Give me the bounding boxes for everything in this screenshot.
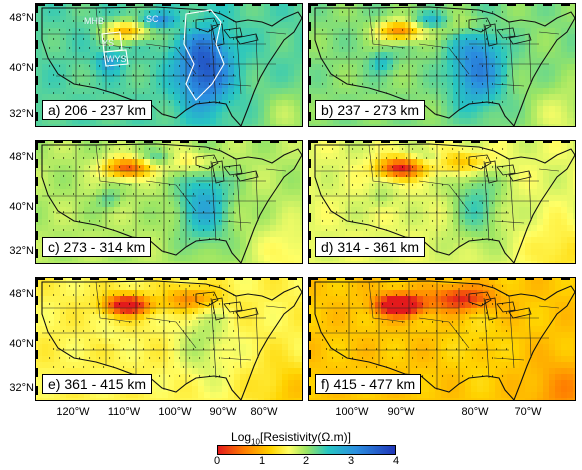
map-a-field: [36, 4, 302, 126]
map-a-province-outlines: [101, 9, 225, 101]
map-panel-c: c) 273 - 314 km: [35, 140, 303, 264]
map-d-stations: [321, 148, 508, 240]
colorbar-tick-3: 3: [347, 455, 355, 467]
lon-label-120w-left: 120°W: [56, 406, 90, 418]
panel-label-f: f) 415 - 477 km: [315, 374, 422, 394]
map-b-state-borders: [315, 7, 560, 116]
map-a-great-lakes: [195, 17, 259, 47]
map-c-state-borders: [42, 144, 287, 253]
map-panel-d: d) 314 - 361 km: [308, 140, 576, 264]
map-c-svg: [36, 141, 302, 263]
colorbar-title-subscript: 10: [251, 437, 260, 447]
lat-label-32-row2: 32°N: [9, 245, 34, 257]
colorbar-tick-0: 0: [213, 455, 221, 467]
panel-label-a: a) 206 - 237 km: [42, 100, 153, 120]
map-d-state-borders: [315, 144, 560, 253]
map-c-frame-ticks: [36, 141, 297, 258]
map-e-frame-ticks: [36, 278, 297, 395]
lat-label-40-row1: 40°N: [9, 62, 34, 74]
lat-label-32-row1: 32°N: [9, 108, 34, 120]
map-f-stations: [321, 285, 508, 377]
panel-label-d: d) 314 - 361 km: [315, 237, 426, 257]
map-f-frame-ticks: [309, 278, 570, 395]
map-e-coastline: [41, 280, 302, 400]
colorbar-tick-2: 2: [302, 455, 310, 467]
map-d-frame-ticks: [309, 141, 570, 258]
lon-label-100w-right: 100°W: [335, 406, 369, 418]
province-label-ys: YS: [102, 38, 115, 48]
map-a-state-borders: [42, 7, 287, 116]
map-e-state-borders: [42, 281, 287, 390]
colorbar-tick-4: 4: [392, 455, 400, 467]
province-label-wys: WYS: [106, 54, 127, 64]
colorbar: [217, 445, 396, 455]
lon-label-90w-right: 90°W: [387, 406, 415, 418]
map-c-great-lakes: [195, 154, 259, 184]
map-f-coastline: [314, 280, 575, 400]
map-e-great-lakes: [195, 291, 259, 321]
colorbar-title-prefix: Log: [231, 430, 252, 444]
lat-label-48-row3: 48°N: [9, 288, 34, 300]
map-panel-f: f) 415 - 477 km: [308, 277, 576, 401]
map-panel-e: e) 361 - 415 km: [35, 277, 303, 401]
panel-label-e: e) 361 - 415 km: [42, 374, 153, 394]
lat-label-48-row2: 48°N: [9, 151, 34, 163]
map-d-svg: [309, 141, 575, 263]
map-a-frame-ticks: [36, 4, 297, 121]
map-d-field: [309, 141, 575, 263]
map-c-coastline: [41, 143, 302, 263]
lon-label-70w-right: 70°W: [514, 406, 542, 418]
province-label-mhb: MHB: [84, 16, 104, 26]
lat-label-32-row3: 32°N: [9, 382, 34, 394]
map-d-coastline: [314, 143, 575, 263]
map-f-great-lakes: [468, 291, 532, 321]
map-panel-a: MHB SC YS WYS a) 206 - 237 km: [35, 3, 303, 127]
map-a-svg: [36, 4, 302, 126]
map-b-frame-ticks: [309, 4, 570, 121]
colorbar-title: Log10[Resistivity(Ω.m)]: [0, 430, 582, 449]
lon-label-110w-left: 110°W: [107, 406, 141, 418]
lat-label-40-row2: 40°N: [9, 201, 34, 213]
map-d-great-lakes: [468, 154, 532, 184]
lat-label-48-row1: 48°N: [9, 12, 34, 24]
province-label-sc: SC: [146, 14, 159, 24]
lon-label-80w-left: 80°W: [250, 406, 278, 418]
map-b-coastline: [314, 6, 575, 126]
map-b-great-lakes: [468, 17, 532, 47]
panel-label-c: c) 273 - 314 km: [42, 237, 152, 257]
colorbar-title-suffix: [Resistivity(Ω.m)]: [259, 430, 351, 444]
map-a-coastline: [41, 6, 302, 126]
lon-label-100w-left: 100°W: [158, 406, 192, 418]
map-panel-b: b) 237 - 273 km: [308, 3, 576, 127]
lon-label-80w-right: 80°W: [461, 406, 489, 418]
lat-label-40-row3: 40°N: [9, 338, 34, 350]
lon-label-90w-left: 90°W: [209, 406, 237, 418]
panel-label-b: b) 237 - 273 km: [315, 100, 426, 120]
colorbar-tick-1: 1: [258, 455, 266, 467]
map-f-state-borders: [315, 281, 560, 390]
